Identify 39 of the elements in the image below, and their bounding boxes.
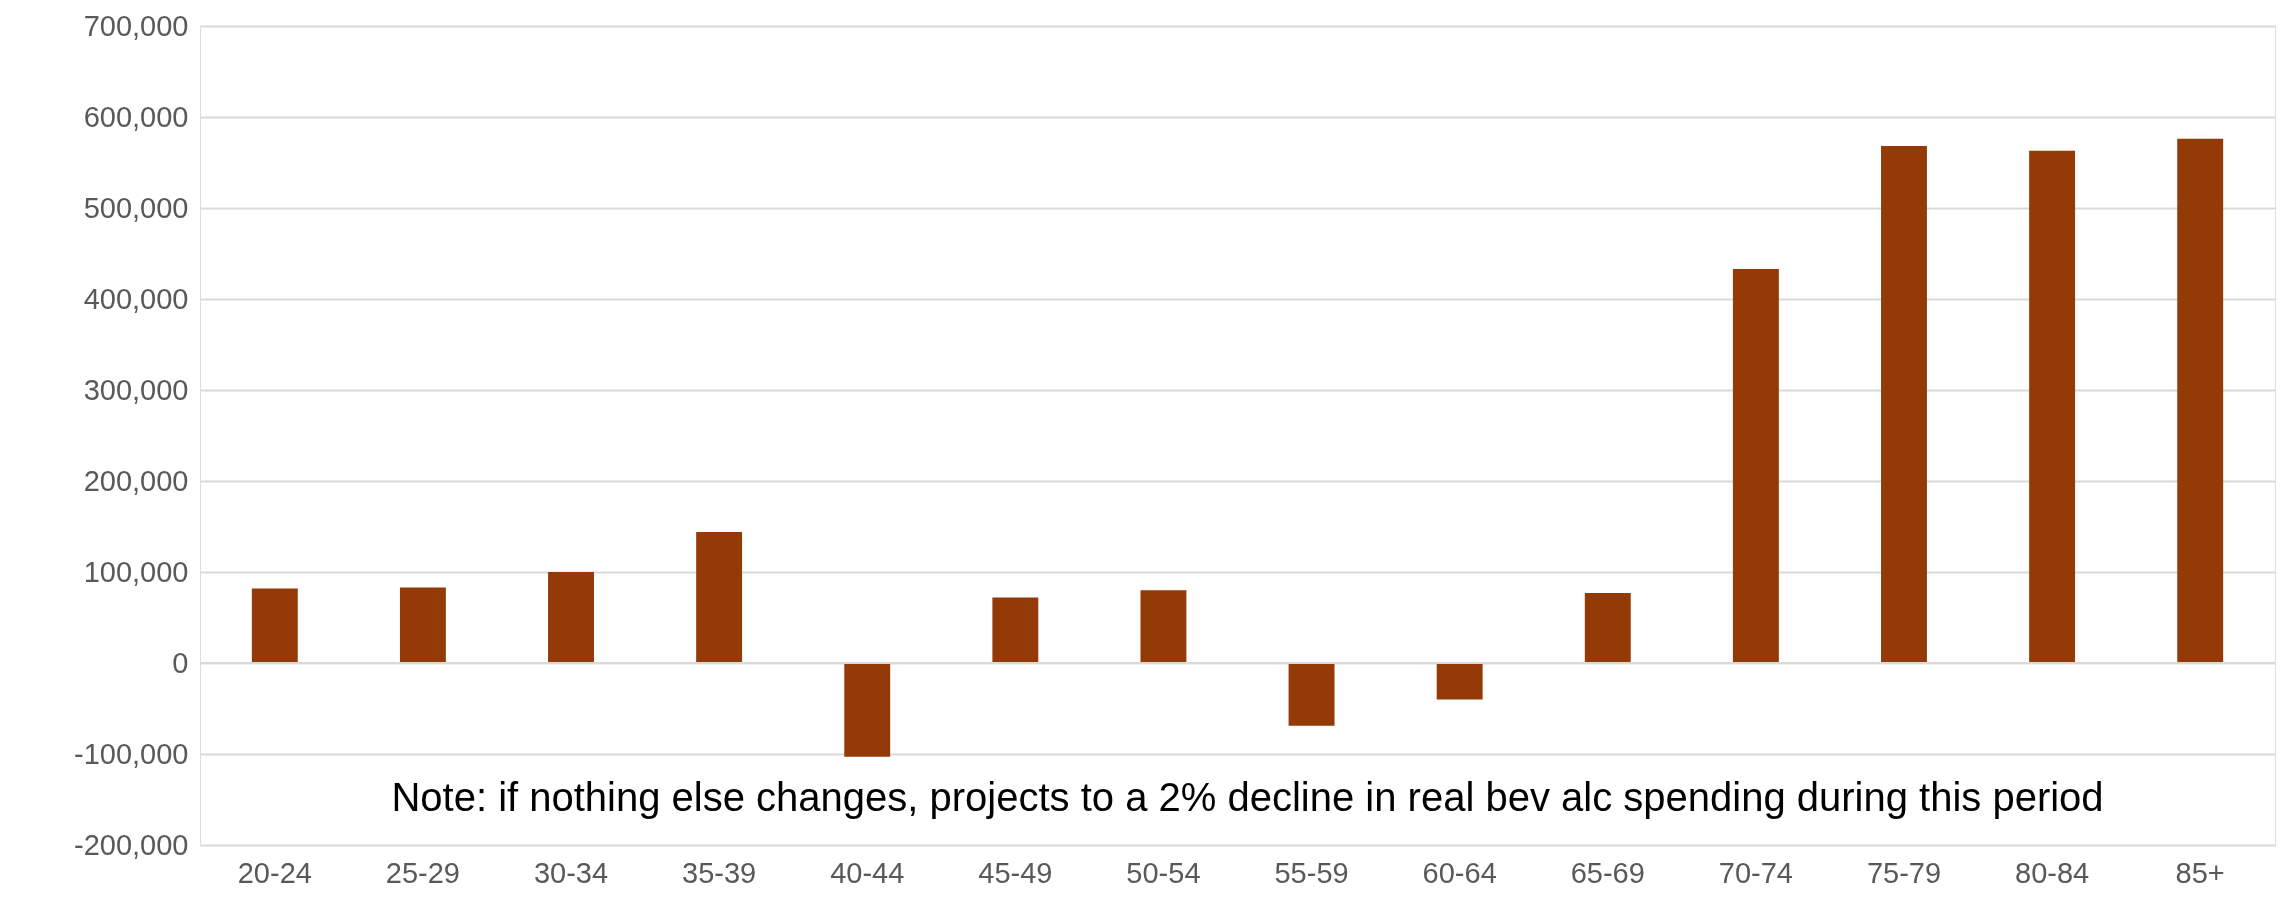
x-tick-label: 50-54 — [1126, 856, 1201, 889]
bar — [251, 588, 298, 663]
bar — [548, 572, 594, 663]
x-tick-label: 70-74 — [1718, 856, 1793, 889]
y-tick-label: -100,000 — [74, 737, 189, 770]
x-tick-label: 30-34 — [533, 856, 609, 889]
bar — [992, 597, 1039, 663]
y-tick-label: 300,000 — [83, 373, 189, 406]
x-tick-label: 85+ — [2175, 856, 2225, 889]
x-tick-label: 75-79 — [1866, 856, 1942, 889]
annotation: Note: if nothing else changes, projects to a 2% decline in real bev alc spending during this period — [391, 775, 2104, 820]
x-tick-label: 35-39 — [682, 856, 757, 889]
x-tick-label: 80-84 — [2015, 856, 2090, 889]
bar — [1288, 663, 1335, 726]
x-tick-label: 25-29 — [385, 856, 460, 889]
y-tick-label: -200,000 — [74, 828, 189, 861]
x-tick-label: 20-24 — [237, 856, 312, 889]
y-tick-label: 700,000 — [83, 9, 189, 42]
y-tick-label: 400,000 — [83, 282, 189, 315]
bar — [1584, 592, 1631, 663]
bar — [1436, 663, 1483, 700]
bar — [844, 663, 891, 757]
bar — [1140, 590, 1187, 663]
x-tick-label: 45-49 — [978, 856, 1053, 889]
y-tick-label: 500,000 — [83, 191, 189, 224]
y-tick-label: 200,000 — [83, 464, 189, 497]
y-tick-label: 0 — [172, 646, 189, 679]
bar — [696, 531, 743, 663]
x-tick-label: 60-64 — [1422, 856, 1497, 889]
x-tick-label: 40-44 — [830, 856, 905, 889]
bar — [399, 587, 446, 663]
y-tick-label: 100,000 — [83, 555, 189, 588]
bar — [1732, 268, 1779, 663]
bar — [2177, 138, 2224, 663]
bar — [1881, 146, 1927, 663]
y-tick-label: 600,000 — [83, 100, 189, 133]
bar — [2029, 150, 2076, 663]
x-tick-label: 65-69 — [1570, 856, 1645, 889]
x-tick-label: 55-59 — [1274, 856, 1349, 889]
